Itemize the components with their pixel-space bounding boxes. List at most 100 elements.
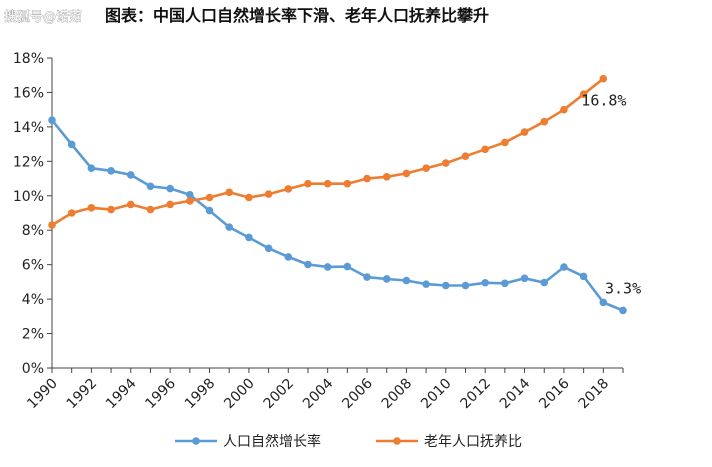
end-value-label: 16.8% xyxy=(581,92,626,110)
x-tick-label: 2006 xyxy=(339,375,376,412)
data-point xyxy=(284,185,293,193)
data-point xyxy=(146,205,155,214)
data-point xyxy=(540,278,549,287)
data-point xyxy=(501,279,509,288)
data-point xyxy=(264,190,273,198)
annotations: 3.3% 16.8% xyxy=(581,92,641,298)
x-tick-label: 1998 xyxy=(182,376,219,413)
data-point xyxy=(225,223,234,231)
legend-swatch-marker xyxy=(192,437,200,445)
legend-item-1: 人口自然增长率 xyxy=(175,433,321,450)
data-point xyxy=(461,152,470,160)
legend-label: 老年人口抚养比 xyxy=(424,434,522,450)
data-point xyxy=(87,164,96,173)
data-point xyxy=(382,173,391,181)
end-value-label: 3.3% xyxy=(605,279,641,297)
data-point xyxy=(422,164,430,173)
data-point xyxy=(343,262,352,271)
x-tick-label: 2018 xyxy=(576,376,613,413)
x-tick-label: 1992 xyxy=(64,376,101,413)
data-point xyxy=(245,233,253,242)
data-point xyxy=(560,105,568,114)
data-point xyxy=(205,206,214,215)
data-point xyxy=(599,298,608,307)
data-point xyxy=(501,138,509,147)
series-2 xyxy=(48,74,608,229)
y-tick-label: 2% xyxy=(22,327,44,343)
legend-swatch-marker xyxy=(393,437,401,445)
x-tick-label: 2010 xyxy=(418,376,455,413)
data-point xyxy=(560,263,568,271)
data-point xyxy=(48,221,56,229)
data-point xyxy=(126,171,135,179)
data-point xyxy=(402,169,411,178)
data-point xyxy=(126,200,135,209)
x-tick-label: 2004 xyxy=(300,375,337,412)
series-line xyxy=(51,77,605,227)
data-point xyxy=(323,179,332,188)
data-point xyxy=(67,209,76,217)
data-point xyxy=(323,263,332,271)
x-tick-label: 1990 xyxy=(24,376,61,413)
data-point xyxy=(579,272,588,281)
series-1 xyxy=(48,116,627,315)
legend-item-2: 老年人口抚养比 xyxy=(376,434,522,450)
x-tick-label: 2016 xyxy=(536,375,573,412)
y-tick-label: 10% xyxy=(13,189,44,205)
data-point xyxy=(264,244,273,253)
data-point xyxy=(441,281,450,290)
y-tick-label: 14% xyxy=(13,120,44,136)
series-line xyxy=(50,119,624,312)
x-tick-label: 2014 xyxy=(497,375,534,412)
data-point xyxy=(520,128,529,136)
data-point xyxy=(619,306,627,315)
data-point xyxy=(599,74,608,83)
y-tick-label: 0% xyxy=(22,361,44,377)
y-tick-label: 6% xyxy=(22,258,44,274)
x-tick-label: 2002 xyxy=(261,376,298,413)
data-point xyxy=(87,204,96,212)
data-point xyxy=(304,260,312,269)
data-point xyxy=(363,273,371,281)
data-point xyxy=(166,200,174,209)
data-point xyxy=(304,179,312,188)
data-point xyxy=(363,174,371,183)
y-tick-label: 16% xyxy=(13,85,44,101)
y-tick-label: 4% xyxy=(22,292,44,308)
series-layer xyxy=(48,74,627,315)
y-tick-label: 12% xyxy=(13,154,44,170)
x-tick-label: 2008 xyxy=(379,376,416,413)
data-point xyxy=(284,253,293,261)
x-tick-label: 2012 xyxy=(457,376,494,413)
axes: 0%2%4%6%8%10%12%14%16%18%1990 1992 1994 199… xyxy=(13,51,624,413)
data-point xyxy=(107,167,115,175)
data-point xyxy=(579,90,588,98)
legend-label: 人口自然增长率 xyxy=(223,433,321,450)
data-point xyxy=(186,190,194,199)
data-point xyxy=(186,197,194,205)
data-point xyxy=(245,193,253,202)
chart-title: 图表：中国人口自然增长率下滑、老年人口抚养比攀升 xyxy=(105,6,489,25)
data-point xyxy=(520,274,529,283)
x-tick-label: 1994 xyxy=(103,375,140,412)
y-tick-label: 8% xyxy=(22,223,44,239)
data-point xyxy=(481,145,489,154)
x-tick-label: 1996 xyxy=(142,375,179,412)
legend: 人口自然增长率 老年人口抚养比 xyxy=(175,433,522,450)
data-point xyxy=(146,182,155,191)
data-point xyxy=(343,179,352,188)
data-point xyxy=(461,281,470,290)
data-point xyxy=(107,205,115,214)
x-tick-label: 2000 xyxy=(221,376,258,413)
data-point xyxy=(225,188,234,197)
data-point xyxy=(441,159,450,167)
data-point xyxy=(481,278,489,287)
data-point xyxy=(422,280,430,288)
data-point xyxy=(48,116,56,124)
y-tick-label: 18% xyxy=(13,51,44,67)
data-point xyxy=(540,117,549,126)
data-point xyxy=(402,276,411,285)
data-point xyxy=(382,275,391,283)
data-point xyxy=(166,184,174,193)
